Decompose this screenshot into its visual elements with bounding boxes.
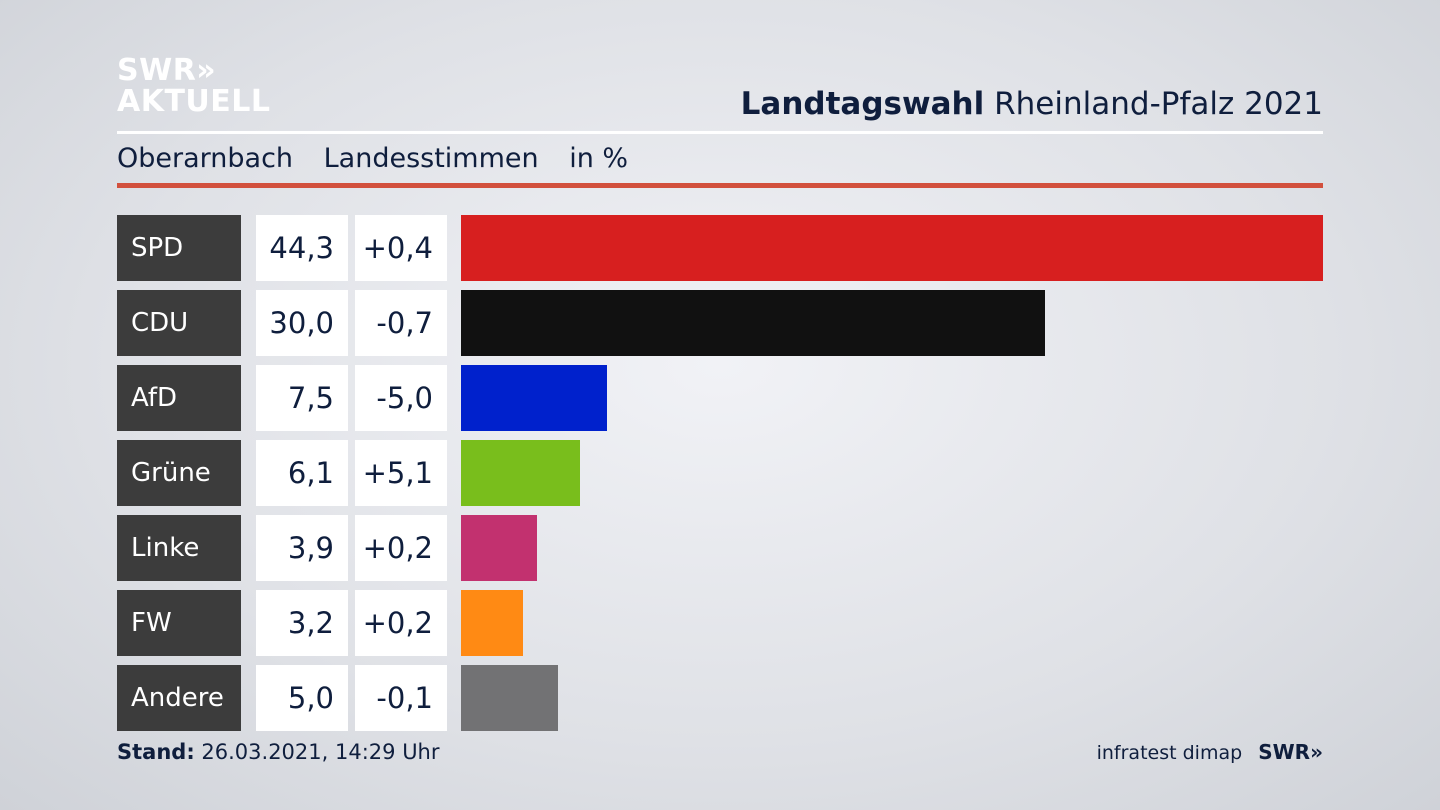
stand-label: Stand: [117, 740, 195, 764]
change-label: -0,7 [355, 290, 447, 356]
bar [461, 665, 558, 731]
title-bold: Landtagswahl [740, 86, 985, 122]
location-label: Oberarnbach [117, 143, 294, 174]
party-label: Andere [117, 665, 241, 731]
chart-row: SPD 44,3 +0,4 [117, 215, 1323, 281]
chart-row: AfD 7,5 -5,0 [117, 365, 1323, 431]
swr-brand-logo: SWR» [1258, 740, 1323, 764]
value-label: 6,1 [256, 440, 348, 506]
value-label: 30,0 [256, 290, 348, 356]
party-label: Linke [117, 515, 241, 581]
subtitle-divider [117, 183, 1323, 188]
source-credit: infratest dimap SWR» [1097, 740, 1323, 764]
change-label: +0,2 [355, 590, 447, 656]
change-label: +5,1 [355, 440, 447, 506]
chart-row: FW 3,2 +0,2 [117, 590, 1323, 656]
party-label: AfD [117, 365, 241, 431]
logo-line-2: AKTUELL [117, 84, 271, 119]
unit-label: in % [569, 143, 629, 174]
change-label: +0,2 [355, 515, 447, 581]
bar [461, 515, 537, 581]
value-label: 3,2 [256, 590, 348, 656]
swr-aktuell-logo: SWR» AKTUELL [117, 55, 277, 117]
page-title: Landtagswahl Rheinland-Pfalz 2021 [741, 86, 1323, 122]
chart-row: Grüne 6,1 +5,1 [117, 440, 1323, 506]
bar [461, 590, 523, 656]
stand-value: 26.03.2021, 14:29 Uhr [201, 740, 440, 764]
change-label: -0,1 [355, 665, 447, 731]
party-label: CDU [117, 290, 241, 356]
value-label: 3,9 [256, 515, 348, 581]
logo-line-1: SWR» [117, 53, 217, 88]
timestamp: Stand: 26.03.2021, 14:29 Uhr [117, 740, 440, 764]
bar [461, 215, 1323, 281]
chart-row: Linke 3,9 +0,2 [117, 515, 1323, 581]
value-label: 5,0 [256, 665, 348, 731]
bar [461, 290, 1045, 356]
vote-type-label: Landesstimmen [323, 143, 539, 174]
change-label: +0,4 [355, 215, 447, 281]
chart-row: CDU 30,0 -0,7 [117, 290, 1323, 356]
source-label: infratest dimap [1096, 742, 1243, 764]
bar [461, 440, 580, 506]
chart-row: Andere 5,0 -0,1 [117, 665, 1323, 731]
value-label: 7,5 [256, 365, 348, 431]
title-rest: Rheinland-Pfalz 2021 [994, 86, 1323, 122]
change-label: -5,0 [355, 365, 447, 431]
header-divider [117, 131, 1323, 134]
value-label: 44,3 [256, 215, 348, 281]
party-label: Grüne [117, 440, 241, 506]
subtitle: Oberarnbach Landesstimmen in % [117, 143, 650, 174]
party-label: SPD [117, 215, 241, 281]
party-label: FW [117, 590, 241, 656]
bar [461, 365, 607, 431]
